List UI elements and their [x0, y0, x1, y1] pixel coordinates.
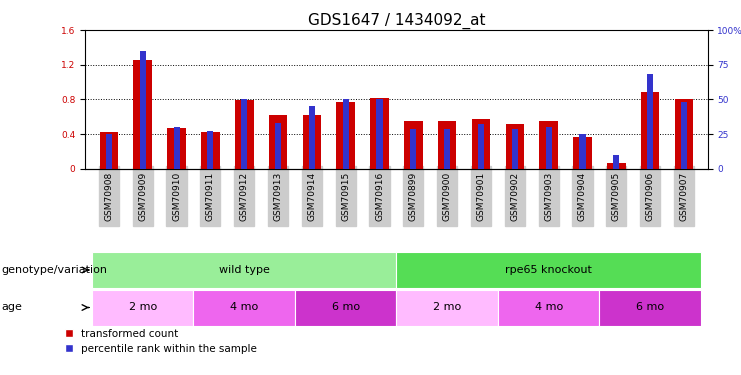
Bar — [336, 102, 355, 169]
Bar — [106, 134, 112, 169]
Bar — [396, 252, 701, 288]
Bar — [92, 252, 396, 288]
Bar — [173, 127, 179, 169]
Bar — [505, 124, 524, 169]
Text: genotype/variation: genotype/variation — [1, 265, 107, 275]
Text: 2 mo: 2 mo — [129, 303, 157, 312]
Bar — [207, 131, 213, 169]
Bar — [599, 290, 701, 326]
Bar — [295, 290, 396, 326]
Bar — [193, 290, 295, 326]
Bar — [498, 290, 599, 326]
Bar — [444, 129, 451, 169]
Bar — [92, 290, 193, 326]
Bar — [302, 115, 321, 169]
Bar — [99, 132, 119, 169]
Bar — [235, 100, 253, 169]
Bar — [411, 129, 416, 169]
Bar — [545, 127, 552, 169]
Bar — [472, 119, 491, 169]
Bar — [674, 99, 694, 169]
Bar — [139, 51, 146, 169]
Bar — [438, 121, 456, 169]
Bar — [539, 121, 558, 169]
Bar — [681, 102, 687, 169]
Bar — [396, 290, 498, 326]
Bar — [201, 132, 219, 169]
Text: 4 mo: 4 mo — [230, 303, 259, 312]
Bar — [647, 74, 654, 169]
Bar — [269, 115, 288, 169]
Bar — [614, 155, 619, 169]
Bar — [478, 124, 484, 169]
Bar — [167, 128, 186, 169]
Bar — [275, 123, 281, 169]
Text: 6 mo: 6 mo — [332, 303, 359, 312]
Text: wild type: wild type — [219, 265, 270, 275]
Text: 2 mo: 2 mo — [433, 303, 462, 312]
Bar — [641, 93, 659, 169]
Bar — [342, 99, 349, 169]
Bar — [512, 129, 518, 169]
Bar — [404, 121, 422, 169]
Bar — [370, 98, 389, 169]
Bar — [579, 134, 585, 169]
Bar — [309, 106, 315, 169]
Bar — [376, 99, 382, 169]
Text: 6 mo: 6 mo — [636, 303, 664, 312]
Bar — [574, 136, 592, 169]
Bar — [133, 60, 152, 169]
Text: age: age — [1, 303, 22, 312]
Title: GDS1647 / 1434092_at: GDS1647 / 1434092_at — [308, 12, 485, 28]
Bar — [607, 163, 625, 169]
Text: 4 mo: 4 mo — [534, 303, 562, 312]
Legend: transformed count, percentile rank within the sample: transformed count, percentile rank withi… — [64, 329, 257, 354]
Text: rpe65 knockout: rpe65 knockout — [505, 265, 592, 275]
Bar — [241, 99, 247, 169]
